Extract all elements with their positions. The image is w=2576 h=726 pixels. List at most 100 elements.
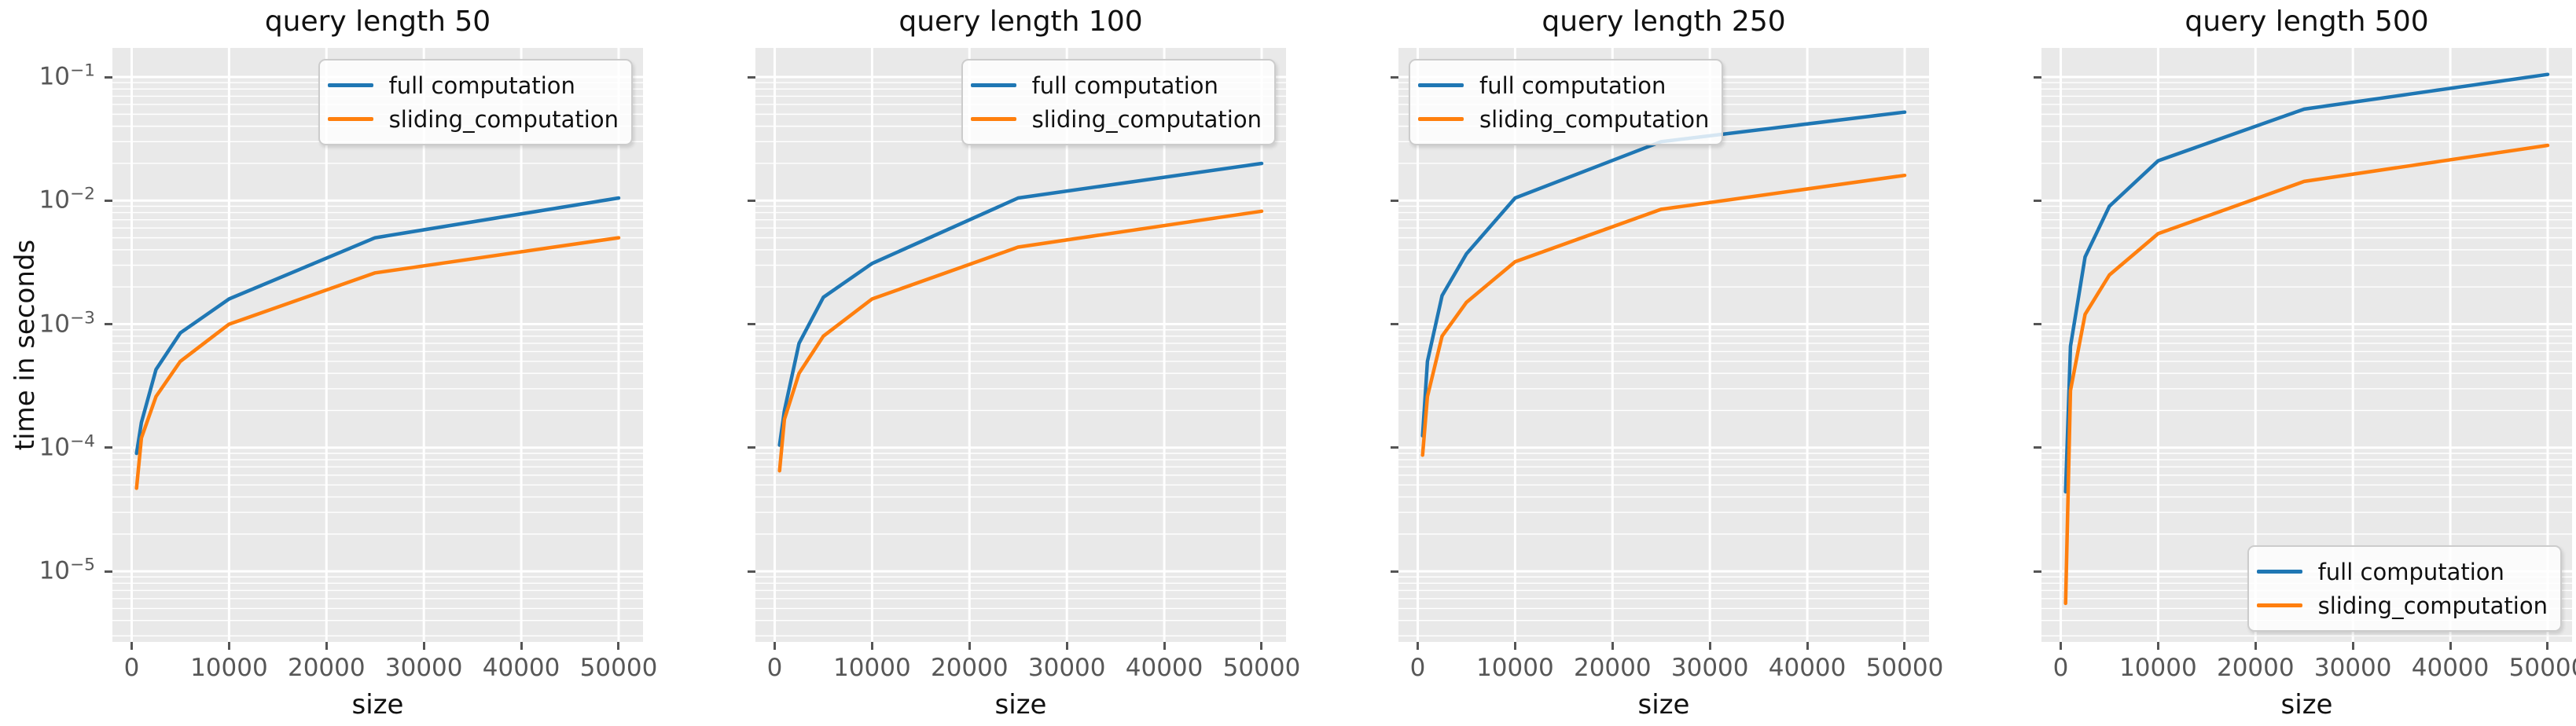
legend-swatch	[970, 83, 1016, 87]
y-tick-mark	[2034, 570, 2041, 573]
x-tick-label: 30000	[1670, 654, 1749, 682]
y-tick-mark	[105, 199, 112, 202]
legend: full computation sliding_computation	[2247, 545, 2562, 632]
x-tick-label: 50000	[1222, 654, 1301, 682]
y-tick-base: 10	[39, 62, 71, 91]
plot-area: 0 10000 20000 30000 40000 50000 full computati…	[1391, 48, 1943, 682]
x-tick-label: 10000	[2119, 654, 2197, 682]
x-tick-label: 40000	[2411, 654, 2490, 682]
legend-item: full computation	[1418, 71, 1709, 100]
x-axis-label: size	[1637, 689, 1690, 720]
plot-area: 0 10000 20000 30000 40000 50000 full computati…	[748, 48, 1300, 682]
x-tick-label: 0	[2052, 654, 2069, 682]
x-tick-mark	[1260, 642, 1263, 650]
legend-item: sliding_computation	[970, 104, 1262, 134]
y-tick-label: 10−3	[39, 308, 95, 338]
full-computation-line	[2063, 72, 2550, 494]
x-tick-mark	[422, 642, 425, 650]
x-tick-mark	[870, 642, 873, 650]
y-tick-exponent: −5	[70, 555, 95, 575]
y-tick-mark	[1391, 75, 1398, 79]
x-tick-label: 0	[123, 654, 140, 682]
plot-svg	[112, 48, 643, 642]
x-tick-mark	[227, 642, 230, 650]
x-tick-label: 50000	[579, 654, 658, 682]
plot-background	[2041, 48, 2572, 642]
x-axis-label: size	[994, 689, 1047, 720]
x-tick-label: 0	[1409, 654, 1426, 682]
legend-label: sliding_computation	[1031, 105, 1262, 133]
sliding-computation-line	[2063, 143, 2550, 606]
y-tick-mark	[1391, 446, 1398, 449]
sliding-computation-line	[134, 236, 621, 490]
y-tick-mark	[1391, 570, 1398, 573]
subplot-title: query length 50	[264, 6, 491, 38]
x-tick-mark	[2254, 642, 2257, 650]
x-tick-label: 40000	[1768, 654, 1847, 682]
y-tick-base: 10	[39, 433, 71, 462]
y-tick-mark	[2034, 199, 2041, 202]
x-tick-mark	[2156, 642, 2159, 650]
y-tick-mark	[748, 323, 755, 326]
x-tick-mark	[1065, 642, 1068, 650]
sliding-computation-line	[1420, 173, 1907, 457]
x-tick-label: 40000	[1125, 654, 1203, 682]
x-tick-mark	[1903, 642, 1906, 650]
x-tick-label: 10000	[190, 654, 268, 682]
x-tick-mark	[130, 642, 133, 650]
x-tick-mark	[1513, 642, 1516, 650]
y-tick-mark	[748, 570, 755, 573]
x-tick-label: 50000	[2508, 654, 2576, 682]
x-tick-mark	[1806, 642, 1809, 650]
y-tick-exponent: −3	[70, 307, 95, 328]
y-tick-mark	[748, 446, 755, 449]
legend-swatch	[2256, 603, 2302, 607]
y-tick-mark	[2034, 323, 2041, 326]
x-tick-mark	[1163, 642, 1166, 650]
x-tick-mark	[968, 642, 971, 650]
legend-swatch	[1418, 117, 1464, 121]
legend-item: sliding_computation	[1418, 104, 1709, 134]
x-tick-label: 20000	[287, 654, 366, 682]
legend-label: sliding_computation	[1479, 105, 1710, 133]
y-tick-mark	[748, 199, 755, 202]
x-tick-mark	[2351, 642, 2354, 650]
y-tick-mark	[748, 75, 755, 79]
legend-swatch	[327, 117, 373, 121]
subplot-title: query length 250	[1542, 6, 1786, 38]
x-tick-mark	[2449, 642, 2452, 650]
x-tick-label: 40000	[482, 654, 560, 682]
legend: full computation sliding_computation	[961, 59, 1276, 145]
x-tick-label: 30000	[2313, 654, 2392, 682]
legend-swatch	[1418, 83, 1464, 87]
legend-item: sliding_computation	[327, 104, 619, 134]
x-tick-mark	[1708, 642, 1711, 650]
legend-label: full computation	[1031, 72, 1218, 99]
x-axis-label: size	[351, 689, 404, 720]
subplot-query-length-50: query length 50 10−1 10−2 10−3 10−4 10−5 0 100…	[39, 6, 658, 720]
x-tick-mark	[2546, 642, 2549, 650]
x-tick-mark	[1416, 642, 1419, 650]
y-tick-mark	[105, 570, 112, 573]
plot-area: 0 10000 20000 30000 40000 50000 full computati…	[2034, 48, 2576, 682]
full-computation-line	[134, 196, 621, 456]
y-tick-mark	[105, 323, 112, 326]
y-tick-exponent: −1	[70, 60, 95, 81]
legend-item: full computation	[970, 71, 1262, 100]
plot-area: 10−1 10−2 10−3 10−4 10−5 0 10000 20000 30000 4000…	[39, 48, 657, 682]
x-tick-label: 0	[766, 654, 783, 682]
x-tick-label: 10000	[1476, 654, 1554, 682]
subplot-title: query length 500	[2185, 6, 2429, 38]
x-tick-label: 10000	[833, 654, 911, 682]
legend: full computation sliding_computation	[318, 59, 633, 145]
y-tick-label: 10−1	[39, 60, 95, 90]
legend-item: full computation	[2256, 557, 2548, 586]
x-tick-label: 20000	[930, 654, 1009, 682]
x-tick-mark	[325, 642, 328, 650]
legend: full computation sliding_computation	[1409, 59, 1724, 145]
x-tick-mark	[520, 642, 523, 650]
plot-background	[1398, 48, 1929, 642]
y-tick-base: 10	[39, 556, 71, 585]
legend-swatch	[2256, 570, 2302, 574]
x-tick-mark	[2059, 642, 2062, 650]
